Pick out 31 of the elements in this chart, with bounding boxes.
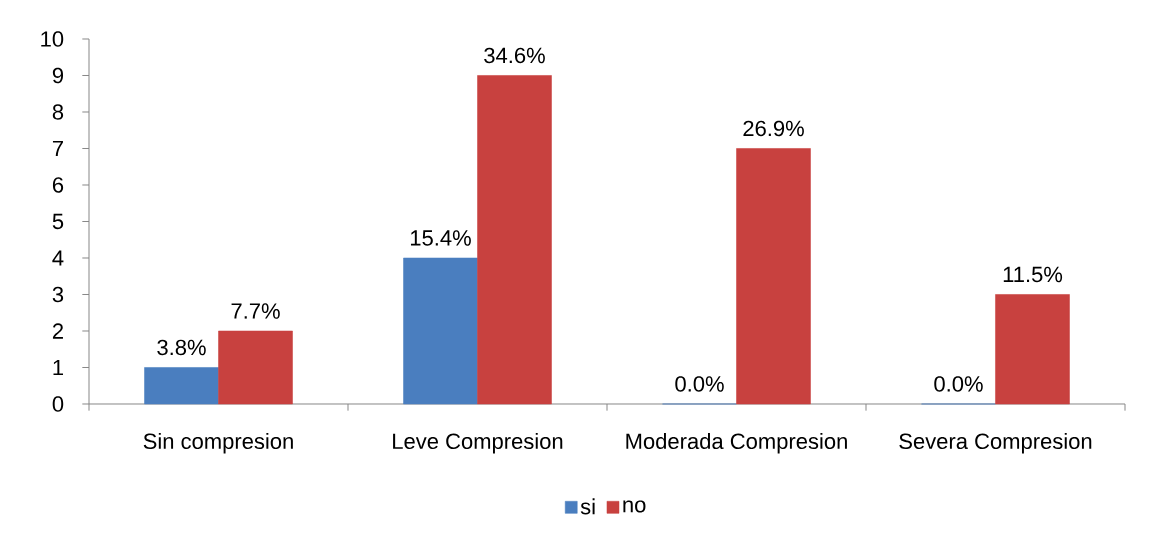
- bar: [218, 330, 293, 405]
- x-tick-label: Severa Compresion: [899, 432, 1092, 454]
- annotation: 15.4%: [410, 230, 471, 246]
- annotation: 26.9%: [743, 120, 804, 137]
- bar: [736, 148, 811, 405]
- y-tick-label: 9: [52, 67, 64, 84]
- annotation: 3.8%: [157, 339, 206, 356]
- annotation: 0.0%: [934, 376, 983, 392]
- y-tick-label: 2: [52, 323, 63, 339]
- bar: [477, 75, 552, 405]
- bar: [995, 294, 1070, 405]
- y-tick-label: 7: [52, 140, 63, 157]
- bar: [403, 257, 478, 405]
- y-tick-label: 4: [52, 250, 64, 266]
- annotation: 7.7%: [231, 303, 280, 319]
- legend-label: no: [623, 500, 646, 513]
- legend-label: si: [580, 498, 595, 515]
- y-tick-label: 8: [52, 104, 64, 120]
- annotation: 34.6%: [484, 47, 545, 64]
- annotation: 0.0%: [675, 376, 724, 392]
- y-tick-label: 3: [52, 286, 64, 303]
- x-tick-label: Moderada Compresion: [626, 432, 847, 454]
- y-tick-label: 5: [52, 213, 64, 230]
- y-tick-label: 0: [52, 396, 64, 412]
- bar: [144, 367, 219, 405]
- annotation: 11.5%: [1003, 266, 1063, 283]
- x-tick-label: Sin compresion: [143, 432, 293, 454]
- y-tick-label: 6: [52, 177, 64, 193]
- y-tick-label: 1: [53, 359, 64, 376]
- y-tick-label: 10: [41, 31, 64, 47]
- x-tick-label: Leve Compresion: [393, 432, 563, 454]
